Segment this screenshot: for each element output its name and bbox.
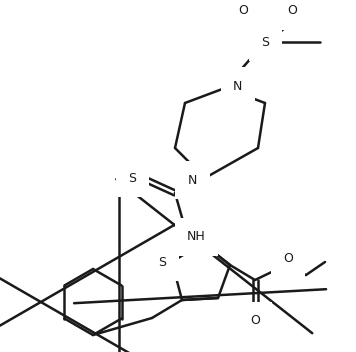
Text: O: O xyxy=(250,314,260,327)
Text: S: S xyxy=(158,256,166,269)
Text: NH: NH xyxy=(187,230,206,243)
Text: O: O xyxy=(238,4,248,17)
Text: N: N xyxy=(233,80,242,93)
Text: S: S xyxy=(261,36,269,49)
Text: O: O xyxy=(287,4,297,17)
Text: S: S xyxy=(128,171,136,184)
Text: O: O xyxy=(283,252,293,265)
Text: N: N xyxy=(188,174,197,187)
